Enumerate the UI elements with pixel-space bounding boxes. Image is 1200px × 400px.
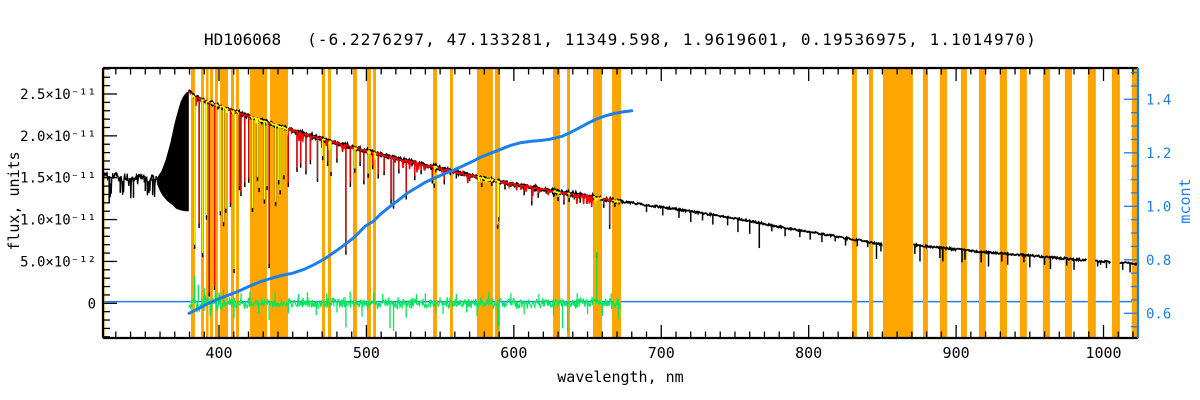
residuals-trace (188, 252, 621, 332)
star-name: HD106068 (204, 30, 282, 49)
mcont-tick-label: 0.8 (1146, 253, 1171, 269)
mcont-tick-label: 1.0 (1146, 199, 1171, 215)
x-tick-label: 500 (353, 344, 380, 362)
wavelength-axis-label: wavelength, nm (557, 368, 684, 386)
mcont-tick-label: 1.2 (1146, 146, 1171, 162)
mcont-curve (187, 109, 634, 315)
flux-axis-ticks (103, 68, 117, 338)
model-fit-trace (188, 90, 621, 293)
x-tick-label: 800 (795, 344, 822, 362)
flux-tick-label: 0 (88, 296, 96, 312)
flux-tick-label: 2.5×10⁻¹¹ (20, 87, 96, 103)
flux-tick-label: 1.0×10⁻¹¹ (20, 213, 96, 229)
flux-axis-label: flux, units (5, 151, 23, 251)
x-tick-label: 700 (648, 344, 675, 362)
figure-title: HD106068 (-6.2276297, 47.133281, 11349.59… (103, 30, 1138, 49)
mcont-tick-labels: 0.6 0.8 1.0 1.2 1.4 (1146, 92, 1171, 322)
flux-tick-label: 5.0×10⁻¹² (20, 254, 96, 270)
masked-regions (102, 68, 1138, 338)
x-tick-label: 1000 (1085, 344, 1121, 362)
mcont-tick-label: 1.4 (1146, 92, 1171, 108)
x-tick-labels: 400 500 600 700 800 900 1000 (205, 344, 1121, 362)
mcont-axis-label: mcont (1176, 178, 1194, 224)
x-tick-label: 900 (943, 344, 970, 362)
title-parameters: (-6.2276297, 47.133281, 11349.598, 1.961… (307, 30, 1037, 49)
x-tick-label: 600 (500, 344, 527, 362)
flux-tick-labels: 0 5.0×10⁻¹² 1.0×10⁻¹¹ 1.5×10⁻¹¹ 2.0×10⁻¹¹ 2.5… (20, 87, 96, 312)
flux-tick-label: 1.5×10⁻¹¹ (20, 171, 96, 187)
x-tick-label: 400 (205, 344, 232, 362)
mcont-axis-ticks (1124, 71, 1138, 328)
mcont-tick-label: 0.6 (1146, 306, 1171, 322)
flux-tick-label: 2.0×10⁻¹¹ (20, 129, 96, 145)
x-axis-ticks (115, 68, 1134, 338)
